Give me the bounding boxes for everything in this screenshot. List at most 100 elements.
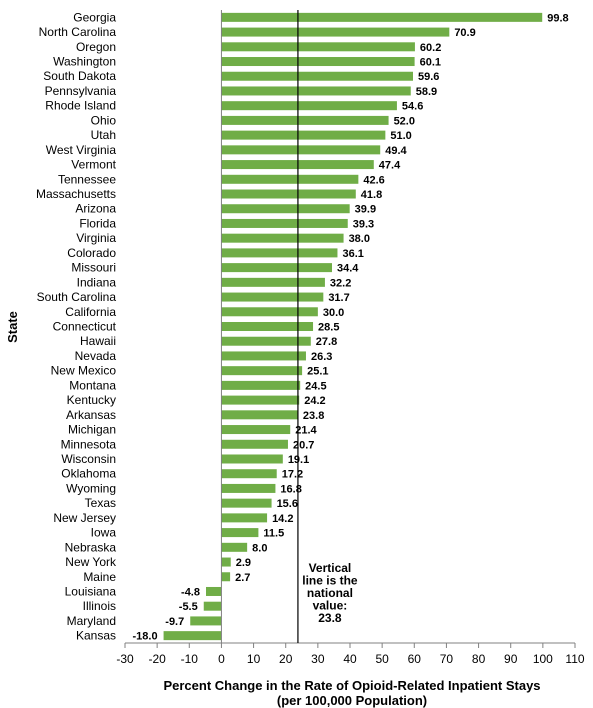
bar xyxy=(221,86,411,96)
data-label: 58.9 xyxy=(416,86,437,98)
category-label: Indiana xyxy=(77,275,117,289)
category-label: Pennsylvania xyxy=(45,84,117,98)
data-label: 31.7 xyxy=(328,292,349,304)
category-label: Utah xyxy=(91,128,116,142)
data-label: 34.4 xyxy=(337,263,359,275)
category-label: Colorado xyxy=(67,246,116,260)
data-label: 60.1 xyxy=(420,57,441,69)
bar xyxy=(221,145,381,155)
category-label: Connecticut xyxy=(53,320,117,334)
category-label: New Jersey xyxy=(53,511,116,525)
x-tick-label: 100 xyxy=(533,652,553,666)
bar xyxy=(163,631,222,641)
data-label: 24.5 xyxy=(305,380,326,392)
x-tick-label: 60 xyxy=(408,652,422,666)
bar xyxy=(221,395,300,405)
data-label: 23.8 xyxy=(303,410,324,422)
bar xyxy=(221,27,450,37)
category-label: Missouri xyxy=(71,261,116,275)
category-label: Vermont xyxy=(71,158,116,172)
data-label: 17.2 xyxy=(282,469,303,481)
category-label: Florida xyxy=(79,216,116,230)
data-label: 8.0 xyxy=(252,542,267,554)
category-label: Illinois xyxy=(83,599,116,613)
bar xyxy=(221,12,543,22)
category-label: Michigan xyxy=(68,423,116,437)
bar xyxy=(221,572,231,582)
x-axis-title-line-1: Percent Change in the Rate of Opioid-Rel… xyxy=(163,678,540,693)
data-label: -4.8 xyxy=(181,586,200,598)
bar xyxy=(221,469,277,479)
data-label: -18.0 xyxy=(132,631,157,643)
data-label: 39.9 xyxy=(355,204,376,216)
category-label: Iowa xyxy=(91,526,117,540)
x-tick-label: -20 xyxy=(148,652,166,666)
data-label: 36.1 xyxy=(342,248,363,260)
x-tick-label: 90 xyxy=(504,652,518,666)
category-label: Massachusetts xyxy=(36,187,116,201)
category-label: Hawaii xyxy=(80,334,116,348)
reference-line-annotation: national xyxy=(307,586,353,600)
x-axis-title-line-2: (per 100,000 Population) xyxy=(277,693,427,708)
bar xyxy=(221,218,348,228)
data-label: 70.9 xyxy=(454,27,475,39)
data-label: 21.4 xyxy=(295,425,317,437)
data-label: 60.2 xyxy=(420,42,441,54)
bar xyxy=(221,366,303,376)
bar xyxy=(221,115,389,125)
data-label: 99.8 xyxy=(547,12,568,24)
data-label: 41.8 xyxy=(361,189,382,201)
data-label: 47.4 xyxy=(379,160,401,172)
data-label: 19.1 xyxy=(288,454,309,466)
bar xyxy=(221,248,338,258)
bar xyxy=(221,233,344,243)
bar xyxy=(221,263,332,273)
bar xyxy=(221,322,314,331)
category-label: Washington xyxy=(53,55,116,69)
category-label: Oregon xyxy=(76,40,116,54)
data-label: -9.7 xyxy=(165,616,184,628)
bar xyxy=(221,410,298,420)
data-label: 52.0 xyxy=(394,115,415,127)
data-label: 28.5 xyxy=(318,322,339,334)
bar xyxy=(221,174,359,184)
bar xyxy=(221,425,291,435)
bar xyxy=(221,498,272,508)
reference-line-annotation: line is the xyxy=(302,574,358,588)
category-label: Wyoming xyxy=(66,481,116,495)
bar xyxy=(221,528,259,538)
plot-area: Georgia 99.8 North Carolina 70.9 Oregon 60.2 W… xyxy=(36,10,585,666)
category-label: New Mexico xyxy=(51,364,117,378)
data-label: 54.6 xyxy=(402,101,423,113)
category-label: Arizona xyxy=(75,202,116,216)
data-label: 11.5 xyxy=(263,528,284,540)
data-label: 49.4 xyxy=(385,145,407,157)
category-label: Maine xyxy=(83,570,116,584)
category-label: New York xyxy=(65,555,117,569)
bar xyxy=(221,336,311,346)
bar xyxy=(206,586,222,596)
x-tick-label: -10 xyxy=(181,652,199,666)
data-label: 59.6 xyxy=(418,71,439,83)
category-label: South Carolina xyxy=(37,290,117,304)
data-label: 2.7 xyxy=(235,572,250,584)
bar xyxy=(221,307,318,317)
reference-line-annotation: value: xyxy=(313,599,348,613)
category-label: West Virginia xyxy=(46,143,117,157)
category-label: Ohio xyxy=(91,113,117,127)
bar xyxy=(221,57,415,67)
reference-line-annotation: Vertical xyxy=(309,561,352,575)
x-tick-label: 40 xyxy=(343,652,357,666)
data-label: 26.3 xyxy=(311,351,332,363)
data-label: -5.5 xyxy=(179,601,198,613)
bar xyxy=(221,292,324,302)
data-label: 39.3 xyxy=(353,218,374,230)
bar xyxy=(221,454,283,464)
bar xyxy=(221,42,415,52)
data-label: 42.6 xyxy=(363,174,384,186)
category-label: Texas xyxy=(85,496,116,510)
x-tick-label: 70 xyxy=(440,652,454,666)
x-tick-label: 20 xyxy=(279,652,293,666)
data-label: 24.2 xyxy=(304,395,325,407)
data-label: 51.0 xyxy=(390,130,411,142)
